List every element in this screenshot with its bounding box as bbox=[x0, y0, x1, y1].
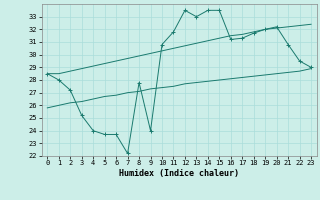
X-axis label: Humidex (Indice chaleur): Humidex (Indice chaleur) bbox=[119, 169, 239, 178]
